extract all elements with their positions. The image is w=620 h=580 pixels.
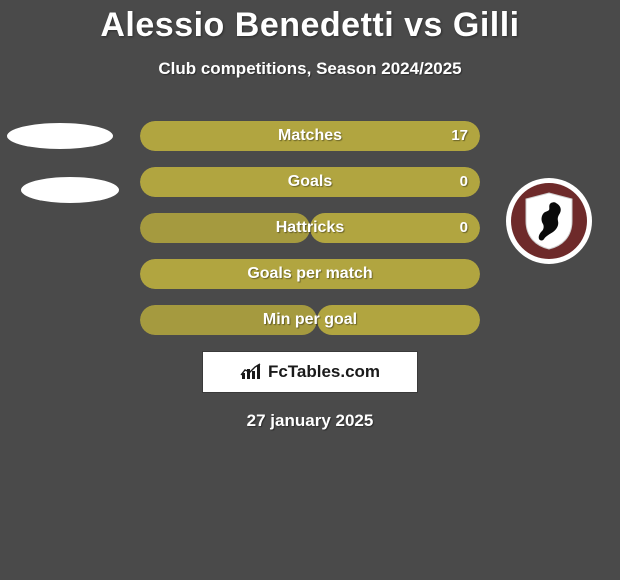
club-crest-inner (511, 183, 587, 259)
stat-label: Hattricks (140, 213, 480, 243)
stat-label: Min per goal (140, 305, 480, 335)
stat-value-right: 0 (460, 167, 468, 197)
stat-row: Min per goal (140, 305, 480, 335)
brand-chart-icon (240, 363, 262, 381)
player1-marker-top (7, 123, 113, 149)
stat-value-right: 17 (451, 121, 468, 151)
stat-value-right: 0 (460, 213, 468, 243)
brand-text: FcTables.com (268, 362, 380, 382)
stat-label: Matches (140, 121, 480, 151)
player1-marker-mid (21, 177, 119, 203)
brand-badge: FcTables.com (202, 351, 418, 393)
page-subtitle: Club competitions, Season 2024/2025 (0, 59, 620, 79)
club-crest-shield-icon (522, 191, 576, 251)
stat-row: Hattricks0 (140, 213, 480, 243)
stat-label: Goals per match (140, 259, 480, 289)
stat-row: Goals0 (140, 167, 480, 197)
date-label: 27 january 2025 (0, 411, 620, 431)
club-crest (506, 178, 592, 264)
stat-row: Goals per match (140, 259, 480, 289)
stat-row: Matches17 (140, 121, 480, 151)
comparison-bars: Matches17Goals0Hattricks0Goals per match… (140, 121, 480, 335)
page-title: Alessio Benedetti vs Gilli (0, 6, 620, 45)
stat-label: Goals (140, 167, 480, 197)
